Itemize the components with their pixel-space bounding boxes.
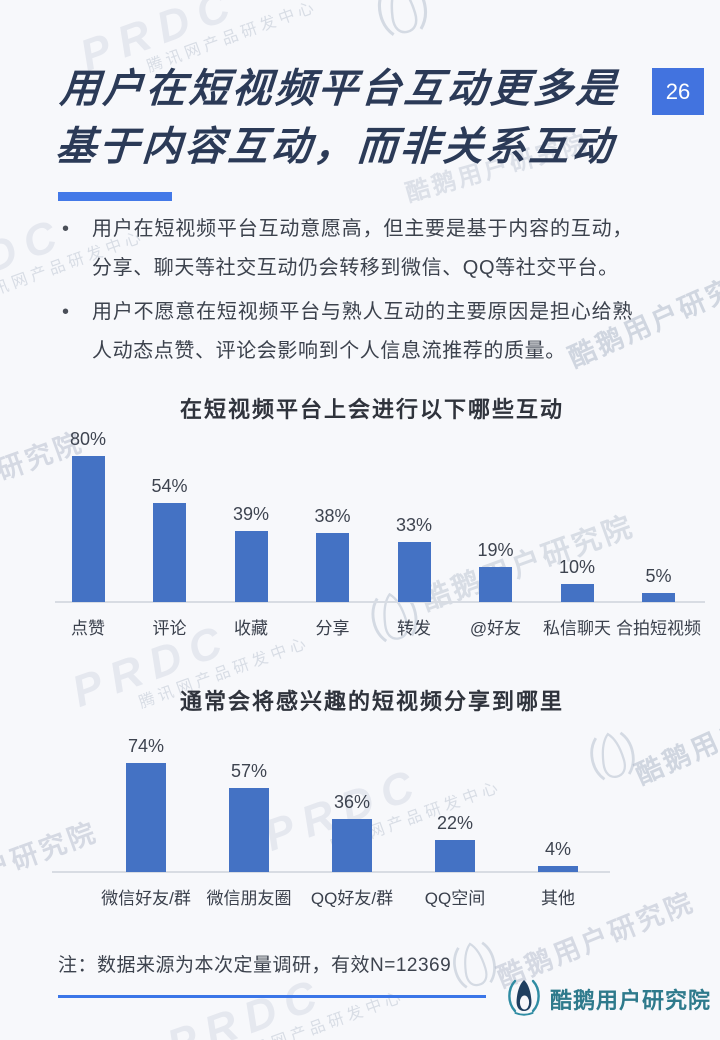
bullet-text: 用户在短视频平台互动意愿高，但主要是基于内容的互动，分享、聊天等社交互动仍会转移…: [92, 218, 633, 279]
bar-category-label: 私信聊天: [543, 619, 611, 638]
bar-value-label: 80%: [69, 429, 107, 449]
page-title-line1: 用户在短视频平台互动更多是: [58, 67, 621, 111]
bar: [71, 456, 105, 602]
penguin-watermark-icon: [366, 0, 441, 51]
logo-text: 酷鹅用户研究院: [550, 987, 712, 1013]
bar-category-label: QQ好友/群: [310, 889, 394, 908]
kugoose-logo: 酷鹅用户研究院: [504, 976, 711, 1021]
bar-value-label: 10%: [558, 557, 596, 577]
bar-chart-platform-interactions: 在短视频平台上会进行以下哪些互动 80% 点赞 54% 评论 39% 收藏 38% 分享 33%…: [0, 392, 720, 647]
bar: [435, 840, 475, 872]
bar-category-label: 分享: [315, 619, 350, 638]
bar-value-label: 57%: [230, 761, 268, 781]
bullet-item: • 用户不愿意在短视频平台与熟人互动的主要原因是担心给熟人动态点赞、评论会影响到…: [58, 293, 633, 371]
title-underline-bar: [58, 192, 172, 201]
page-title: 用户在短视频平台互动更多是 基于内容互动，而非关系互动: [54, 60, 682, 176]
bar-value-label: 33%: [395, 515, 433, 535]
bar-value-label: 39%: [232, 504, 270, 524]
page-title-line2: 基于内容互动，而非关系互动: [54, 125, 617, 169]
bar: [234, 531, 268, 602]
bar-category-label: 评论: [152, 619, 187, 638]
bar: [397, 542, 431, 602]
summary-bullets: • 用户在短视频平台互动意愿高，但主要是基于内容的互动，分享、聊天等社交互动仍会…: [58, 210, 633, 376]
bar-category-label: 合拍短视频: [616, 619, 701, 638]
bar-category-label: QQ空间: [424, 889, 486, 908]
bar-value-label: 38%: [314, 506, 351, 526]
prdc-watermark-subtext: 腾讯网产品研发中心: [231, 988, 407, 1040]
penguin-watermark-icon: [442, 933, 507, 1002]
bar-value-label: 5%: [645, 566, 672, 586]
bullet-icon: •: [62, 301, 70, 323]
footer-divider: [58, 995, 486, 998]
bullet-text: 用户不愿意在短视频平台与熟人互动的主要原因是担心给熟人动态点赞、评论会影响到个人…: [92, 301, 633, 362]
bar: [126, 763, 166, 872]
chart-title: 在短视频平台上会进行以下哪些互动: [179, 397, 564, 422]
bar-value-label: 36%: [333, 792, 371, 812]
bar-category-label: 微信朋友圈: [206, 889, 292, 908]
x-axis-line: [52, 871, 610, 873]
bullet-icon: •: [62, 218, 70, 240]
bar: [229, 788, 269, 872]
bar-value-label: 22%: [436, 813, 474, 833]
bar-category-label: 微信好友/群: [101, 889, 191, 908]
page-number-badge: 26: [652, 68, 704, 115]
bar: [332, 819, 372, 872]
chart-title: 通常会将感兴趣的短视频分享到哪里: [179, 689, 564, 714]
bar: [316, 533, 349, 602]
bar-value-label: 74%: [127, 736, 165, 756]
bar: [642, 593, 675, 602]
bar-value-label: 54%: [151, 476, 188, 496]
penguin-logo-icon: [504, 976, 544, 1021]
bar: [479, 567, 512, 602]
source-note: 注：数据来源为本次定量调研，有效N=12369: [58, 955, 452, 976]
bar-value-label: 19%: [477, 540, 514, 560]
bar-category-label: 点赞: [71, 619, 105, 638]
bar-category-label: 其他: [541, 889, 575, 908]
bar: [153, 503, 186, 602]
bar-chart-share-destinations: 通常会将感兴趣的短视频分享到哪里 74% 微信好友/群 57% 微信朋友圈 36% QQ好…: [0, 684, 720, 919]
bar-value-label: 4%: [544, 839, 571, 859]
bullet-item: • 用户在短视频平台互动意愿高，但主要是基于内容的互动，分享、聊天等社交互动仍会…: [58, 210, 633, 288]
bar-category-label: 收藏: [234, 619, 268, 638]
bar: [538, 866, 578, 872]
bar: [560, 584, 594, 602]
bar-category-label: @好友: [469, 619, 522, 638]
